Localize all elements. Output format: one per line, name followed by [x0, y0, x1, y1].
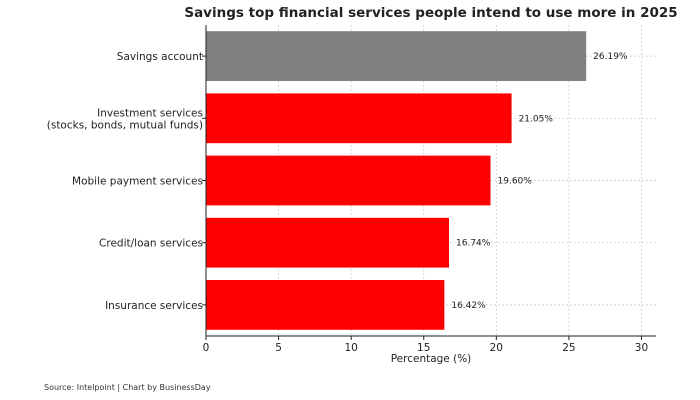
bar [206, 155, 491, 206]
bar [206, 217, 449, 268]
data-label: 21.05% [519, 114, 554, 124]
x-tick-label: 20 [490, 342, 503, 354]
x-axis-label: Percentage (%) [391, 353, 472, 365]
bar [206, 280, 445, 330]
source-note: Source: Intelpoint | Chart by BusinessDa… [44, 383, 211, 392]
bars: 26.19% 21.05% 19.60% 16.74% 16.42% [206, 31, 628, 330]
data-label: 16.42% [451, 301, 486, 311]
x-tick-label: 0 [203, 342, 210, 354]
x-tick-label: 10 [344, 342, 357, 354]
category-label: Mobile payment services [72, 176, 203, 188]
bar [206, 31, 587, 81]
x-tick-label: 30 [635, 342, 648, 354]
data-label: 16.74% [456, 239, 491, 249]
data-label: 19.60% [498, 177, 533, 187]
x-tick-label: 25 [562, 342, 575, 354]
category-label: Savings account [117, 51, 203, 63]
bar [206, 93, 512, 144]
x-tick-label: 5 [275, 342, 282, 354]
chart-title: Savings top financial services people in… [184, 5, 677, 21]
axes: 0 5 10 15 20 25 30 Savings account Investment se… [47, 25, 656, 354]
category-label: Insurance services [105, 300, 203, 312]
category-label: Credit/loan services [99, 238, 203, 250]
category-label: (stocks, bonds, mutual funds) [47, 119, 203, 131]
data-label: 26.19% [593, 52, 628, 62]
category-label: Investment services [97, 107, 203, 119]
x-tick-label: 15 [417, 342, 430, 354]
